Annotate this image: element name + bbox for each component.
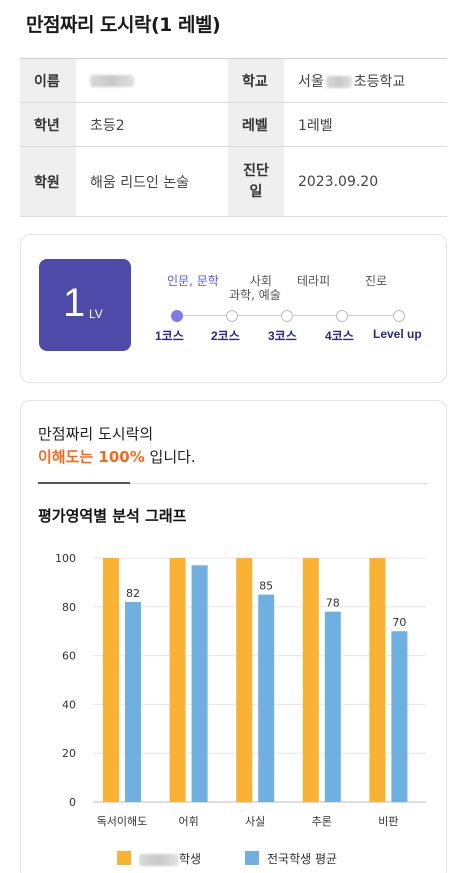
y-tick-label: 80 [62,601,76,614]
legend-student-swatch [117,851,131,865]
x-category-label: 독서이해도 [97,814,148,828]
data-label: 82 [126,587,140,600]
legend-student-label: 학생 [179,852,202,866]
school-value: 서울 초등학교 [283,58,447,103]
bar-national-average [125,601,141,802]
y-tick-label: 20 [62,747,76,760]
info-row-grade-level: 학년 초등2 레벨 1레벨 [20,102,447,147]
course-4: 4코스 [325,329,354,343]
bar-national-average [191,565,208,802]
x-category-label: 비판 [378,815,398,828]
stage-dot-4 [336,310,348,322]
school-redacted [325,75,352,88]
y-tick-label: 100 [55,552,76,565]
stage-dot-levelup [393,310,405,322]
level-card: 1 LV 인문, 문학 사회 과학, 예술 테라피 진로 1코스 2코스 3코스 … [20,234,447,383]
grade-label: 학년 [20,102,76,147]
bar-student [302,558,319,802]
name-redacted [90,74,134,87]
result-divider [38,483,428,484]
understanding-highlight: 이해도는 100% [38,448,145,466]
school-label: 학교 [227,58,284,103]
data-label: 70 [392,616,406,629]
bar-national-average [258,594,275,802]
level-number: 1 [63,281,86,325]
academy-value: 해움 리드인 논술 [76,146,228,217]
academy-label: 학원 [20,146,76,217]
name-value [76,58,228,103]
y-tick-label: 40 [62,698,76,711]
level-unit: LV [89,307,103,321]
school-prefix: 서울 [297,73,324,90]
legend-national-label: 전국학생 평균 [267,852,338,866]
bar-student [369,558,386,802]
page-title: 만점짜리 도시락(1 레벨) [26,14,221,36]
bar-student [169,558,186,802]
course-3: 3코스 [268,329,297,343]
y-tick-label: 60 [62,650,76,663]
diagnosis-date-label: 진단 일 [227,146,284,217]
result-line-2: 이해도는 100% 입니다. [38,448,196,466]
stage-label-2: 사회 과학, 예술 [229,274,281,302]
x-category-label: 어휘 [178,815,198,828]
level-label: 레벨 [227,102,284,147]
bar-student [103,558,119,802]
result-line-1: 만점짜리 도시락의 [38,425,154,443]
course-levelup: Level up [373,327,422,341]
student-info-table: 이름 학교 서울 초등학교 학년 초등2 레벨 1레벨 학원 해움 리드인 논술 … [20,58,447,217]
level-value: 1레벨 [283,102,447,147]
bar-student [236,558,253,802]
analysis-bar-chart: 0 20 40 60 80 100 82 독서이해도 어휘 85 사실 78 추론 70 비판 [55,552,426,828]
bar-national-average [324,611,341,802]
stage-dot-2 [226,310,238,322]
grade-value: 초등2 [76,102,228,147]
info-row-academy-date: 학원 해움 리드인 논술 진단 일 2023.09.20 [20,146,447,217]
stage-dot-1 [171,310,183,322]
x-category-label: 추론 [312,815,332,828]
chart-bars [103,558,408,802]
stage-label-4: 진로 [365,274,388,288]
y-tick-label: 0 [69,796,76,809]
result-card: 만점짜리 도시락의 이해도는 100% 입니다. 평가영역별 분석 그래프 0 2… [20,400,447,873]
result-divider-accent [38,482,130,484]
stage-label-3: 테라피 [297,274,331,288]
course-2: 2코스 [211,329,240,343]
stage-label-1: 인문, 문학 [167,274,219,288]
data-label: 85 [259,580,273,593]
name-label: 이름 [20,58,76,103]
chart-labels: 0 20 40 60 80 100 82 독서이해도 어휘 85 사실 78 추론 70 비판 [55,552,406,828]
bar-national-average [391,631,408,802]
graph-title: 평가영역별 분석 그래프 [38,507,187,525]
legend-national-swatch [245,851,259,865]
legend-national: 전국학생 평균 [245,850,337,867]
x-category-label: 사실 [245,815,265,828]
stage-dot-3 [281,310,293,322]
info-row-name-school: 이름 학교 서울 초등학교 [20,58,447,103]
level-badge: 1 LV [39,259,131,351]
course-1: 1코스 [155,329,184,343]
data-label: 78 [326,597,340,610]
legend-student: 학생 [117,850,201,867]
diagnosis-date-value: 2023.09.20 [283,146,447,217]
school-suffix: 초등학교 [353,73,406,90]
legend-student-redacted [139,853,179,866]
